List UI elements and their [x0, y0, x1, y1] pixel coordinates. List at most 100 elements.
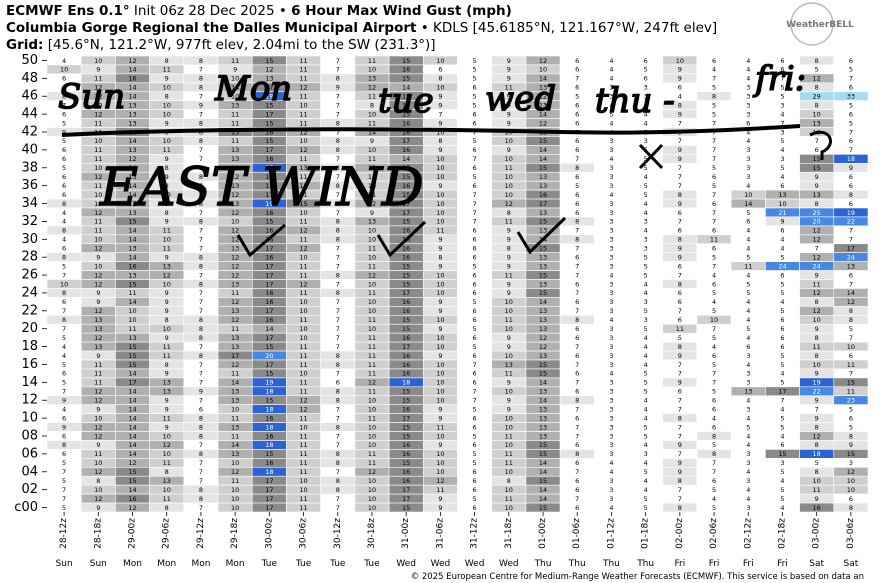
cell-value: 4 [746, 361, 750, 369]
cell-value: 7 [678, 370, 682, 378]
cell-value: 11 [299, 57, 307, 65]
cell-value: 4 [746, 128, 750, 136]
cell-value: 14 [128, 405, 136, 413]
cell-value: 5 [780, 253, 784, 261]
cell-value: 6 [575, 298, 579, 306]
cell-value: 8 [199, 191, 203, 199]
cell-value: 11 [299, 289, 307, 297]
x-tick-label: 31-00z [401, 518, 411, 549]
cell-value: 4 [62, 352, 66, 360]
cell-value: 10 [505, 423, 513, 431]
cell-value: 15 [402, 397, 410, 405]
cell-value: 17 [265, 271, 273, 279]
cell-value: 15 [265, 397, 273, 405]
cell-value: 7 [849, 128, 853, 136]
cell-value: 17 [128, 379, 136, 387]
cell-value: 14 [128, 397, 136, 405]
y-tick-label: 20 [21, 321, 38, 336]
cell-value: 6 [473, 271, 477, 279]
cell-value: 10 [94, 459, 102, 467]
cell-value: 15 [402, 173, 410, 181]
cell-value: 9 [165, 218, 169, 226]
cell-value: 10 [368, 146, 376, 154]
cell-value: 8 [678, 236, 682, 244]
cell-value: 10 [436, 280, 444, 288]
cell-value: 8 [165, 182, 169, 190]
cell-value: 3 [746, 155, 750, 163]
cell-value: 10 [94, 262, 102, 270]
cell-value: 12 [231, 227, 239, 235]
cell-value: 8 [165, 93, 169, 101]
cell-value: 7 [336, 334, 340, 342]
cell-value: 12 [94, 209, 102, 217]
cell-value: 17 [402, 137, 410, 145]
day-label: Mon [123, 559, 142, 569]
cell-value: 16 [402, 146, 410, 154]
cell-value: 12 [539, 57, 547, 65]
cell-value: 7 [575, 468, 579, 476]
cell-value: 9 [199, 388, 203, 396]
cell-value: 6 [473, 236, 477, 244]
cell-value: 9 [678, 459, 682, 467]
cell-value: 11 [505, 164, 513, 172]
cell-value: 10 [436, 57, 444, 65]
cell-value: 6 [780, 441, 784, 449]
cell-value: 11 [368, 289, 376, 297]
cell-value: 3 [609, 200, 613, 208]
cell-value: 8 [199, 253, 203, 261]
cell-value: 9 [507, 146, 511, 154]
cell-value: 16 [402, 119, 410, 127]
cell-value: 10 [368, 182, 376, 190]
cell-value: 4 [780, 370, 784, 378]
cell-value: 9 [96, 504, 100, 512]
cell-value: 5 [780, 280, 784, 288]
y-tick-label: 28 [21, 250, 38, 265]
cell-value: 5 [62, 334, 66, 342]
x-tick-label: 31-12z [470, 518, 480, 549]
cell-value: 12 [94, 495, 102, 503]
cell-value: 15 [265, 57, 273, 65]
cell-value: 12 [94, 432, 102, 440]
cell-value: 16 [128, 262, 136, 270]
cell-value: 7 [712, 146, 716, 154]
cell-value: 10 [231, 504, 239, 512]
cell-value: 4 [712, 66, 716, 74]
cell-value: 7 [815, 405, 819, 413]
cell-value: 12 [163, 441, 171, 449]
cell-value: 13 [231, 307, 239, 315]
cell-value: 11 [163, 495, 171, 503]
cell-value: 17 [265, 110, 273, 118]
cell-value: 8 [678, 191, 682, 199]
cell-value: 12 [299, 397, 307, 405]
logo-text: WeatherBELL [786, 20, 854, 30]
cell-value: 11 [505, 450, 513, 458]
cell-value: 6 [712, 245, 716, 253]
day-label: Fri [777, 559, 788, 569]
cell-value: 12 [847, 468, 855, 476]
cell-value: 4 [780, 298, 784, 306]
hand-marks [638, 130, 832, 170]
cell-value: 4 [62, 343, 66, 351]
cell-value: 3 [746, 101, 750, 109]
cell-value: 6 [62, 370, 66, 378]
cell-value: 7 [712, 468, 716, 476]
cell-value: 6 [473, 468, 477, 476]
cell-value: 7 [575, 75, 579, 83]
cell-value: 11 [94, 450, 102, 458]
cell-value: 13 [231, 200, 239, 208]
cell-value: 12 [231, 316, 239, 324]
cell-value: 7 [62, 388, 66, 396]
cell-value: 4 [746, 397, 750, 405]
cell-value: 3 [746, 352, 750, 360]
cell-value: 8 [199, 334, 203, 342]
cell-value: 16 [402, 361, 410, 369]
cell-value: 11 [94, 370, 102, 378]
cell-value: 5 [712, 84, 716, 92]
cell-value: 5 [712, 334, 716, 342]
cell-value: 8 [199, 75, 203, 83]
cell-value: 6 [780, 271, 784, 279]
chart-title: 6 Hour Max Wind Gust (mph) [291, 3, 512, 19]
cell-value: 13 [128, 110, 136, 118]
cell-value: 9 [438, 101, 442, 109]
